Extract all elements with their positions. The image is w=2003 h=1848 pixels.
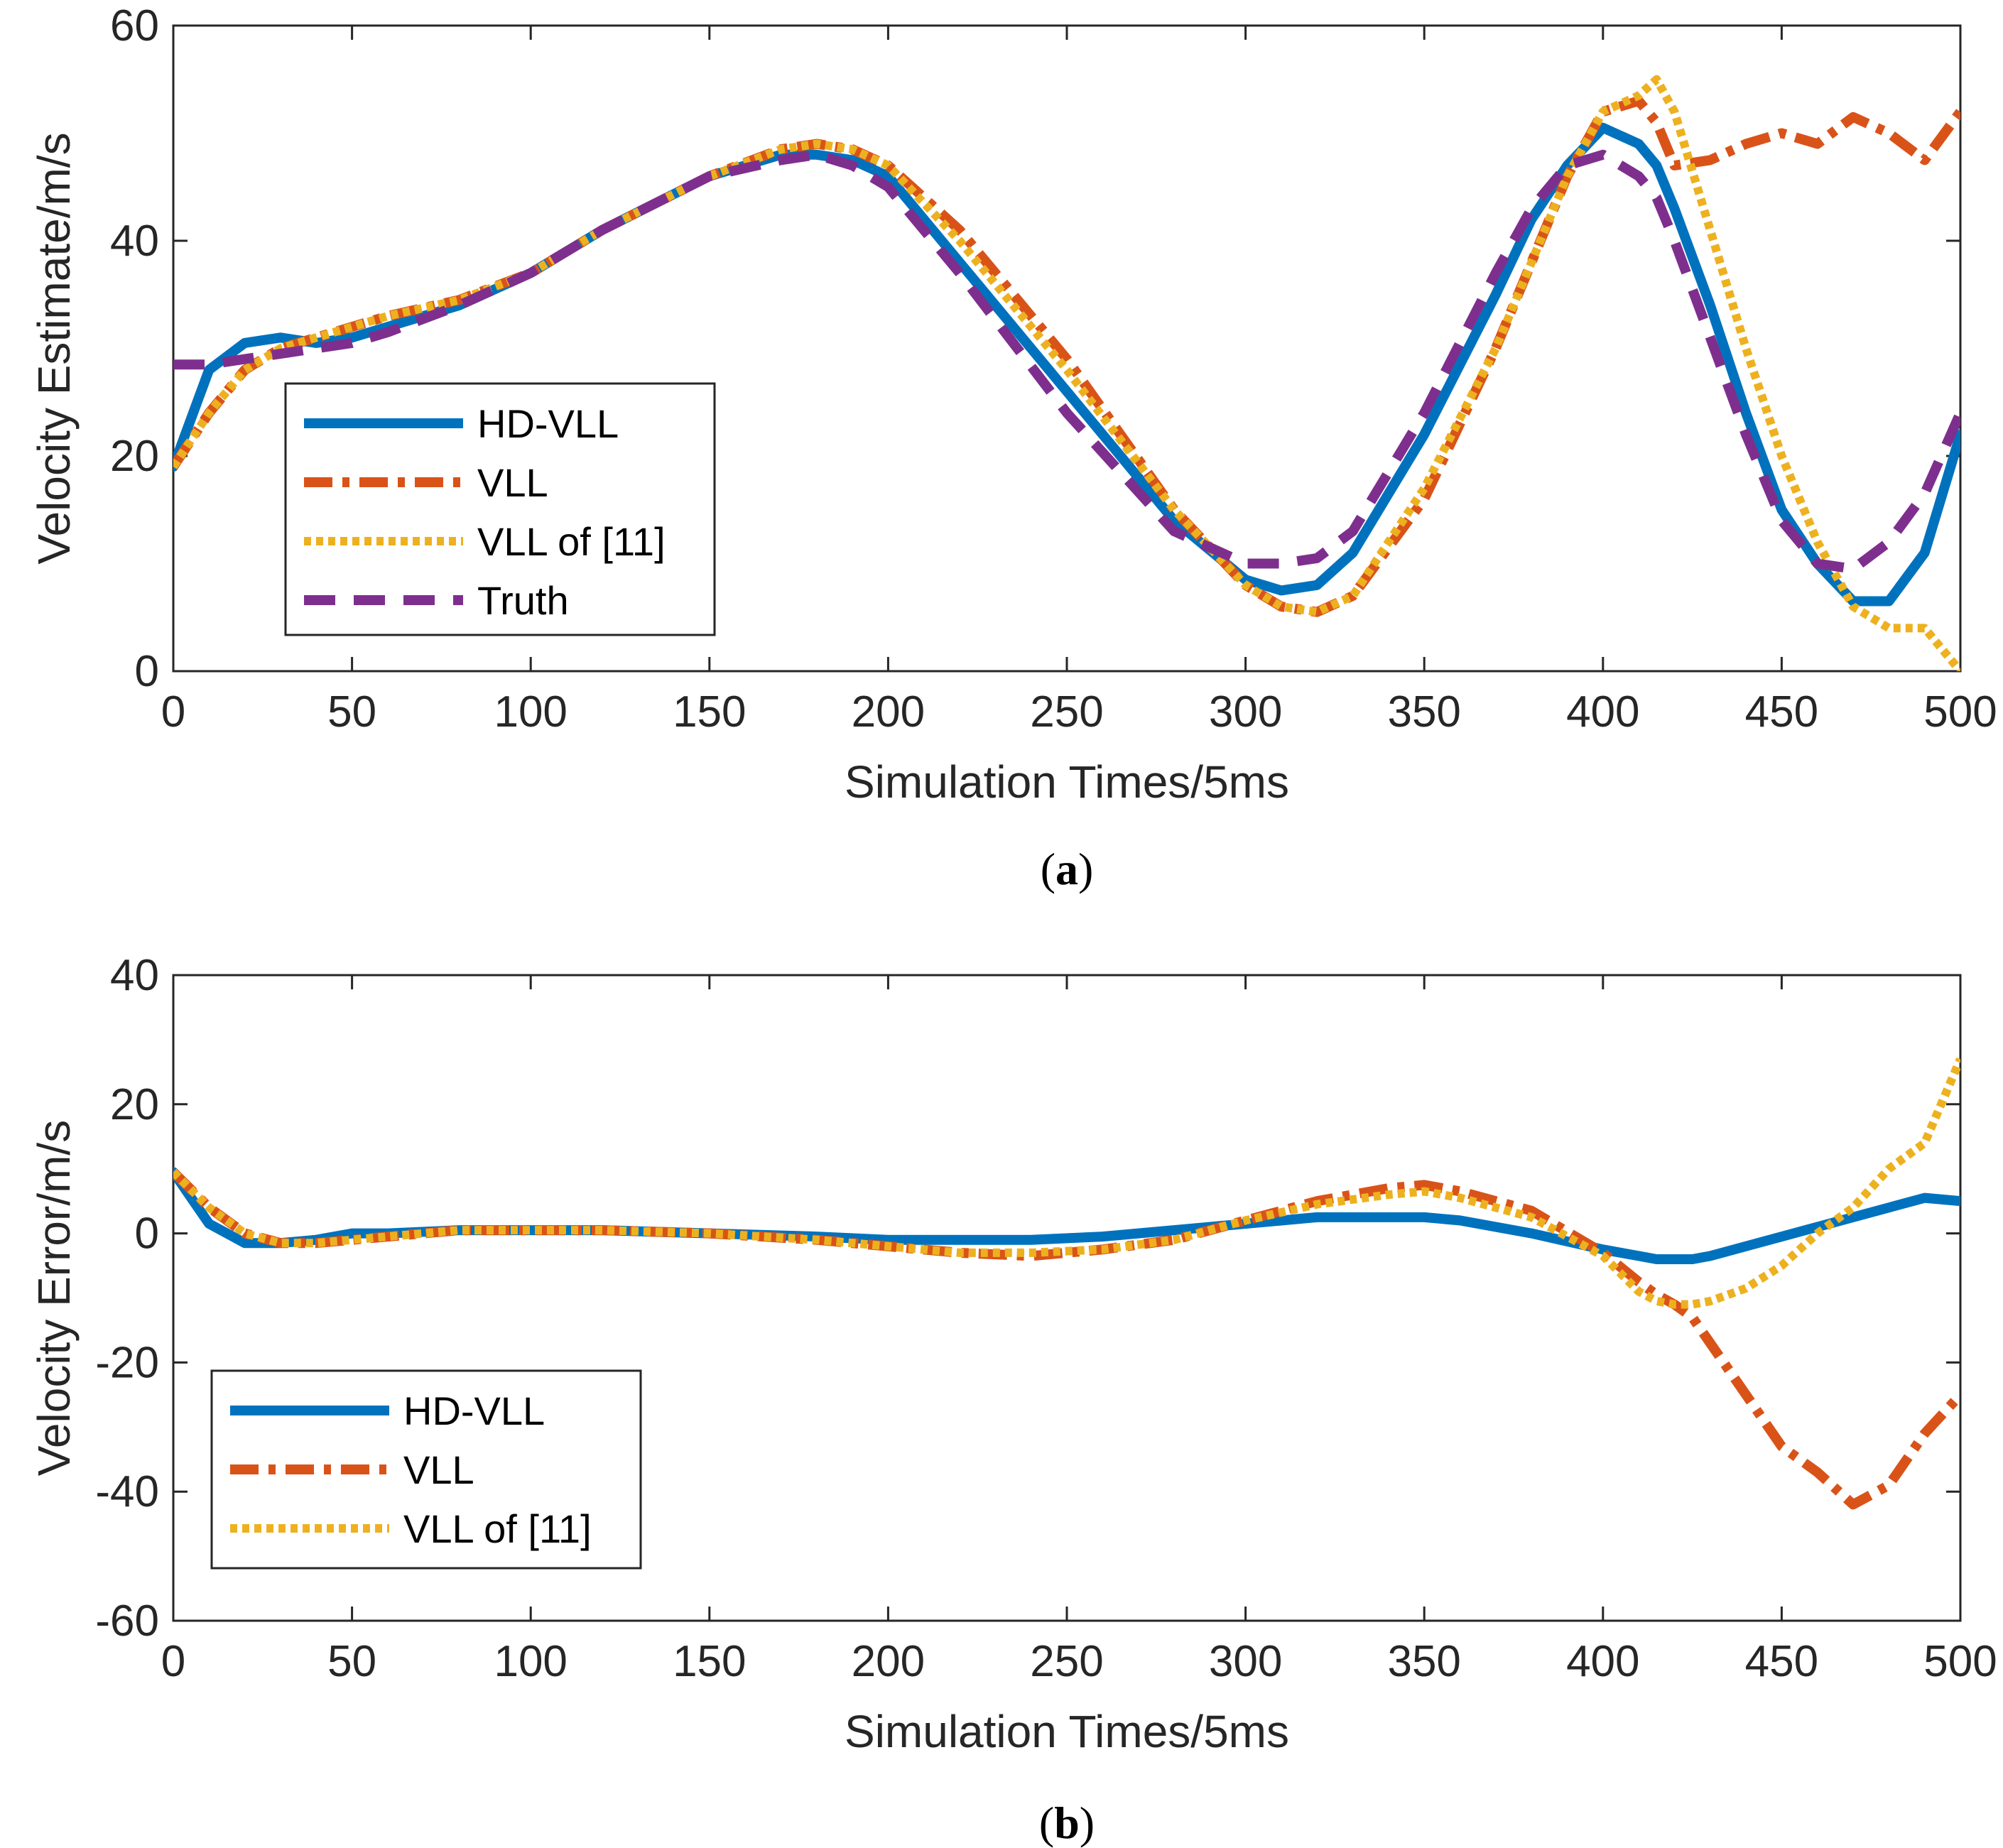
x-tick-label: 450 (1745, 687, 1818, 737)
series-line-vll-of-11 (173, 75, 1960, 671)
y-tick-label: 20 (110, 432, 159, 481)
x-tick-label: 500 (1923, 1637, 1997, 1686)
chart-panel-b: 0 50 100 150 200 250 300 350 400 450 500 -60 -40 -20 0… (28, 951, 1997, 1848)
series-line-truth (173, 149, 1960, 575)
x-tick-label: 500 (1923, 687, 1997, 737)
panel-caption-label: a (1055, 844, 1078, 894)
y-tick-label: 40 (110, 951, 159, 1000)
legend-a: HD-VLL VLL VLL of [11] Truth (284, 382, 716, 636)
y-tick-label: -60 (95, 1597, 159, 1646)
x-tick-label: 300 (1209, 687, 1282, 737)
panel-caption-label: b (1054, 1798, 1080, 1848)
x-tick-label: 200 (852, 687, 925, 737)
y-tick-label: -40 (95, 1467, 159, 1516)
y-axis-title: Velocity Error/m/s (28, 1120, 80, 1476)
legend-label: VLL (403, 1447, 474, 1492)
legend-b: HD-VLL VLL VLL of [11] (210, 1369, 642, 1570)
x-tick-label: 50 (327, 687, 376, 737)
x-tick-label: 400 (1566, 687, 1639, 737)
x-tick-label: 200 (852, 1637, 925, 1686)
series-line-vll (173, 96, 1960, 617)
x-tick-label: 350 (1387, 1637, 1460, 1686)
x-tick-label: 250 (1030, 687, 1103, 737)
panel-caption: (b) (1039, 1798, 1095, 1848)
x-tick-label: 250 (1030, 1637, 1103, 1686)
x-tick-label: 450 (1745, 1637, 1818, 1686)
y-tick-label: 20 (110, 1080, 159, 1129)
x-axis-title: Simulation Times/5ms (845, 756, 1289, 808)
legend-label: VLL (477, 460, 548, 505)
x-axis-title: Simulation Times/5ms (845, 1706, 1289, 1757)
x-tick-label: 150 (673, 687, 746, 737)
chart-panel-a: 0 50 100 150 200 250 300 350 400 450 500 0 20 40 60 Sim… (28, 1, 1997, 894)
x-tick-label: 0 (161, 1637, 185, 1686)
panel-caption: (a) (1041, 844, 1094, 894)
x-tick-label: 0 (161, 687, 185, 737)
y-tick-label: 0 (135, 647, 159, 696)
x-tick-label: 300 (1209, 1637, 1282, 1686)
x-tick-label: 150 (673, 1637, 746, 1686)
legend-label: HD-VLL (403, 1388, 545, 1433)
x-tick-label: 100 (494, 1637, 567, 1686)
y-tick-label: 40 (110, 217, 159, 266)
series-line-vll-of-11 (173, 1057, 1960, 1309)
legend-label: HD-VLL (477, 401, 619, 446)
legend-box (210, 1369, 642, 1570)
x-tick-label: 100 (494, 687, 567, 737)
legend-label: VLL of [11] (477, 519, 666, 564)
y-tick-label: 60 (110, 1, 159, 50)
x-tick-label: 350 (1387, 687, 1460, 737)
y-tick-label: -20 (95, 1338, 159, 1387)
x-tick-label: 50 (327, 1637, 376, 1686)
y-tick-label: 0 (135, 1210, 159, 1259)
y-axis-title: Velocity Estimate/m/s (28, 132, 80, 564)
legend-label: Truth (477, 578, 569, 623)
legend-label: VLL of [11] (403, 1506, 592, 1551)
x-tick-label: 400 (1566, 1637, 1639, 1686)
series-line-hd-vll (173, 122, 1960, 607)
